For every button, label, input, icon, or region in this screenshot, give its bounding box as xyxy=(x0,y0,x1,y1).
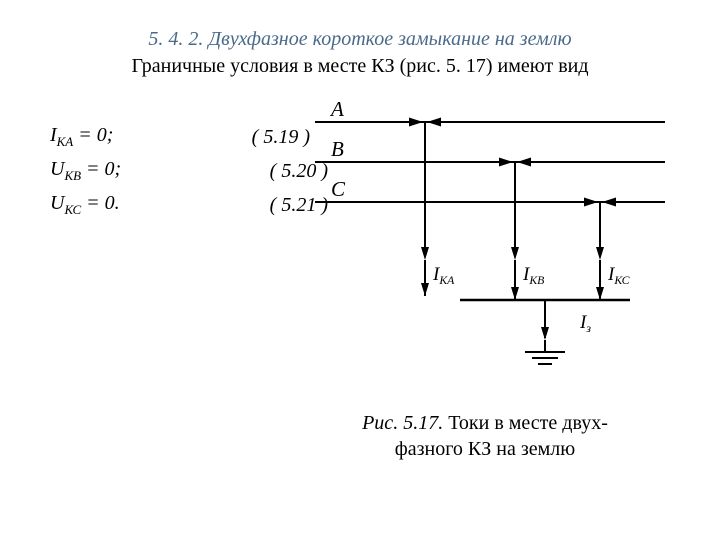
svg-text:IКА: IКА xyxy=(432,264,455,287)
equation-lhs: UКС = 0. xyxy=(50,192,150,218)
figure-caption-lead: Рис. 5.17. xyxy=(362,412,443,434)
equation-lhs: UКВ = 0; xyxy=(50,158,150,184)
equation-lhs: IКА = 0; xyxy=(50,124,150,150)
circuit-diagram: ABC IКА IКВ IКС Iз xyxy=(310,100,670,390)
equation-row: UКВ = 0;( 5.20 ) xyxy=(50,154,328,188)
svg-text:IКС: IКС xyxy=(607,264,630,287)
equation-ref: ( 5.19 ) xyxy=(210,126,310,149)
svg-text:IКВ: IКВ xyxy=(522,264,544,287)
equation-row: IКА = 0; ( 5.19 ) xyxy=(50,120,328,154)
boundary-equations: IКА = 0;( 5.19 )UКВ = 0;( 5.20 )UКС = 0.… xyxy=(50,120,328,222)
svg-text:Iз: Iз xyxy=(579,312,591,335)
page-root: 5. 4. 2. Двухфазное короткое замыкание н… xyxy=(0,0,720,540)
figure-caption-line1: Токи в месте двух- xyxy=(448,412,608,434)
svg-text:A: A xyxy=(329,100,344,121)
equation-row: UКС = 0.( 5.21 ) xyxy=(50,188,328,222)
svg-text:C: C xyxy=(331,177,346,201)
figure-caption: Рис. 5.17. Токи в месте двух- фазного КЗ… xyxy=(320,410,650,462)
section-number-title: 5. 4. 2. Двухфазное короткое замыкание н… xyxy=(0,28,720,51)
figure-caption-line2: фазного КЗ на землю xyxy=(395,438,575,460)
section-intro-text: Граничные условия в месте КЗ (рис. 5. 17… xyxy=(0,55,720,78)
heading-block: 5. 4. 2. Двухфазное короткое замыкание н… xyxy=(0,0,720,78)
svg-text:B: B xyxy=(331,137,344,161)
